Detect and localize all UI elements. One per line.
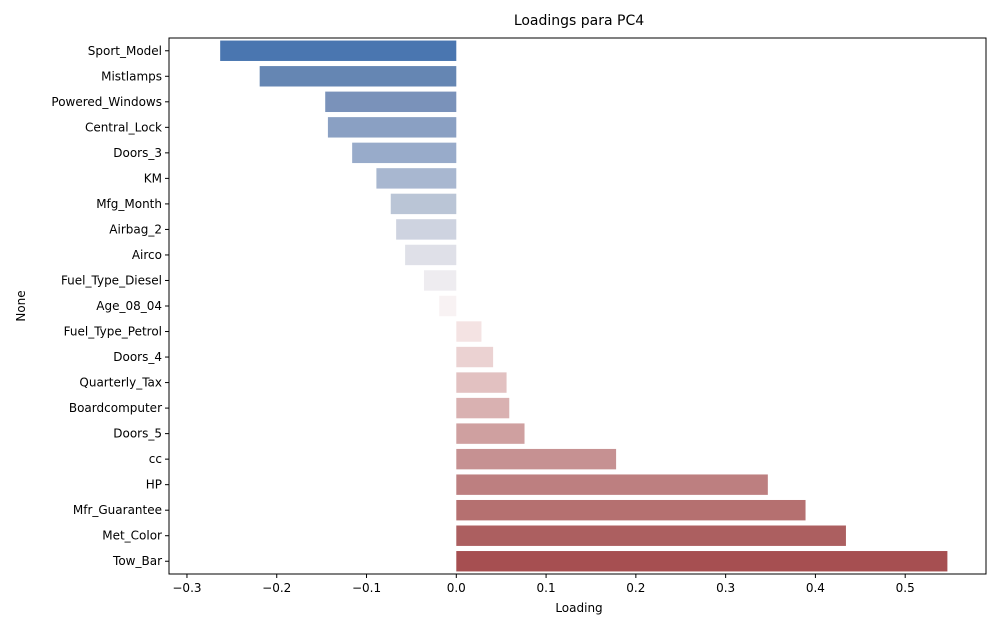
y-tick-label: KM bbox=[144, 171, 162, 185]
y-tick-label: Doors_3 bbox=[113, 146, 162, 160]
y-tick-label: Doors_4 bbox=[113, 350, 162, 364]
bar-km bbox=[376, 168, 457, 189]
bar-airco bbox=[405, 244, 457, 266]
bar-met-color bbox=[456, 525, 846, 546]
bar-doors-5 bbox=[456, 423, 525, 444]
x-axis-label: Loading bbox=[555, 601, 602, 615]
x-tick-label: 0.1 bbox=[537, 581, 556, 595]
bar-doors-4 bbox=[456, 346, 494, 368]
y-tick-label: Sport_Model bbox=[88, 44, 162, 58]
y-tick-label: Airbag_2 bbox=[109, 222, 162, 236]
x-tick-label: 0.2 bbox=[626, 581, 645, 595]
bar-doors-3 bbox=[352, 142, 457, 164]
y-tick-label: Boardcomputer bbox=[69, 401, 162, 415]
y-tick-label: Powered_Windows bbox=[51, 95, 162, 109]
bar-age-08-04 bbox=[439, 295, 457, 317]
x-tick-label: 0.4 bbox=[806, 581, 825, 595]
y-tick-label: Mfr_Guarantee bbox=[73, 503, 162, 517]
x-tick-label: −0.2 bbox=[262, 581, 291, 595]
y-tick-label: Met_Color bbox=[102, 529, 162, 543]
x-tick-label: 0.0 bbox=[447, 581, 466, 595]
y-tick-label: Fuel_Type_Diesel bbox=[61, 273, 162, 287]
y-tick-label: Airco bbox=[132, 248, 162, 262]
bar-mfg-month bbox=[390, 193, 457, 215]
y-axis-label: None bbox=[14, 290, 28, 321]
y-tick-label: Quarterly_Tax bbox=[79, 376, 162, 390]
x-tick-label: 0.5 bbox=[896, 581, 915, 595]
x-tick-label: 0.3 bbox=[716, 581, 735, 595]
y-tick-label: Mfg_Month bbox=[96, 197, 162, 211]
bar-sport-model bbox=[220, 40, 457, 61]
plot-frame bbox=[168, 37, 987, 575]
x-tick-label: −0.3 bbox=[172, 581, 201, 595]
bar-fuel-type-diesel bbox=[423, 270, 457, 291]
bar-quarterly-tax bbox=[456, 372, 507, 393]
bar-fuel-type-petrol bbox=[456, 321, 482, 342]
bar-cc bbox=[456, 448, 617, 470]
y-tick-label: Central_Lock bbox=[85, 120, 162, 134]
y-tick-label: Tow_Bar bbox=[112, 554, 162, 568]
bar-mfr-guarantee bbox=[456, 499, 806, 521]
y-tick-label: Doors_5 bbox=[113, 427, 162, 441]
y-tick-label: Fuel_Type_Petrol bbox=[64, 325, 162, 339]
chart-title: Loadings para PC4 bbox=[514, 13, 644, 29]
x-tick-label: −0.1 bbox=[352, 581, 381, 595]
bar-tow-bar bbox=[456, 551, 948, 572]
bar-central-lock bbox=[327, 117, 457, 138]
bar-powered-windows bbox=[325, 91, 457, 113]
bar-airbag-2 bbox=[396, 219, 457, 240]
y-tick-label: cc bbox=[149, 452, 162, 466]
y-tick-label: Mistlamps bbox=[101, 69, 162, 83]
bar-mistlamps bbox=[259, 66, 457, 87]
bar-hp bbox=[456, 474, 768, 495]
y-tick-label: HP bbox=[146, 478, 162, 492]
y-tick-label: Age_08_04 bbox=[96, 299, 162, 313]
bar-boardcomputer bbox=[456, 397, 510, 419]
